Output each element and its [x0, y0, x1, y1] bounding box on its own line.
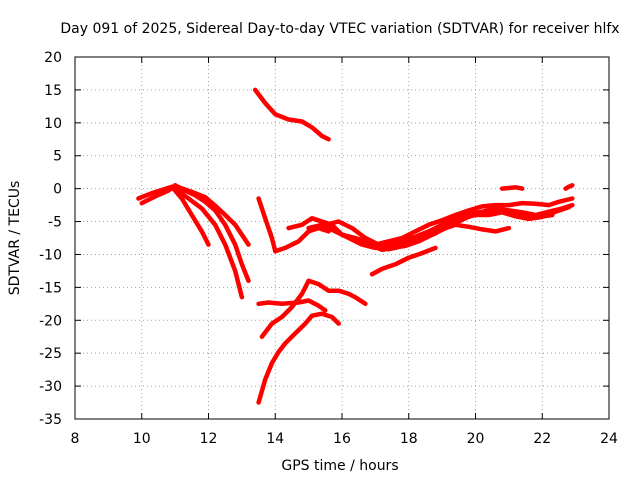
- y-tick-label: -10: [39, 247, 62, 263]
- series-line-4: [176, 185, 251, 247]
- x-tick-label: 8: [71, 431, 80, 447]
- x-tick-label: 20: [467, 431, 485, 447]
- y-tick-label: -5: [48, 215, 62, 231]
- series-line-18: [563, 183, 575, 191]
- y-tick-label: 0: [53, 182, 62, 198]
- x-tick-label: 10: [133, 431, 151, 447]
- series-line-3: [172, 186, 245, 300]
- series-line-6: [256, 196, 278, 254]
- x-tick-labels: 8 10 12 14 16 18 20 22 24: [71, 431, 618, 447]
- y-tick-label: -35: [39, 412, 62, 428]
- series-line-10: [256, 311, 341, 405]
- y-tick-label: 15: [44, 83, 62, 99]
- series-line-2: [139, 183, 251, 284]
- y-tick-label: 5: [53, 149, 62, 165]
- series-line-7: [273, 225, 331, 254]
- gridlines: [75, 57, 609, 419]
- series-line-5: [252, 87, 331, 142]
- x-tick-label: 14: [266, 431, 284, 447]
- y-tick-label: -20: [39, 313, 62, 329]
- y-axis-label: SDTVAR / TECUs: [7, 181, 23, 296]
- x-tick-label: 22: [533, 431, 551, 447]
- x-tick-label: 18: [400, 431, 418, 447]
- data-series-layer: [136, 87, 575, 405]
- x-tick-label: 16: [333, 431, 351, 447]
- series-line-9: [259, 278, 368, 339]
- series-line-8: [256, 298, 328, 313]
- y-tick-labels: 20 15 10 5 0 -5 -10 -15 -20 -25 -30 -35: [39, 50, 62, 428]
- y-tick-label: -25: [39, 346, 62, 362]
- x-axis-label: GPS time / hours: [281, 458, 398, 474]
- x-tick-label: 12: [200, 431, 218, 447]
- series-line-17: [499, 185, 525, 191]
- series-line-15: [346, 222, 512, 252]
- chart-title: Day 091 of 2025, Sidereal Day-to-day VTE…: [60, 21, 619, 37]
- y-tick-label: 10: [44, 116, 62, 132]
- y-tick-label: -30: [39, 379, 62, 395]
- x-tick-label: 24: [600, 431, 618, 447]
- series-line-14: [339, 204, 572, 253]
- series-line-16: [369, 245, 438, 277]
- y-tick-label: -15: [39, 280, 62, 296]
- axis-ticks: [74, 56, 610, 420]
- y-tick-label: 20: [44, 50, 62, 66]
